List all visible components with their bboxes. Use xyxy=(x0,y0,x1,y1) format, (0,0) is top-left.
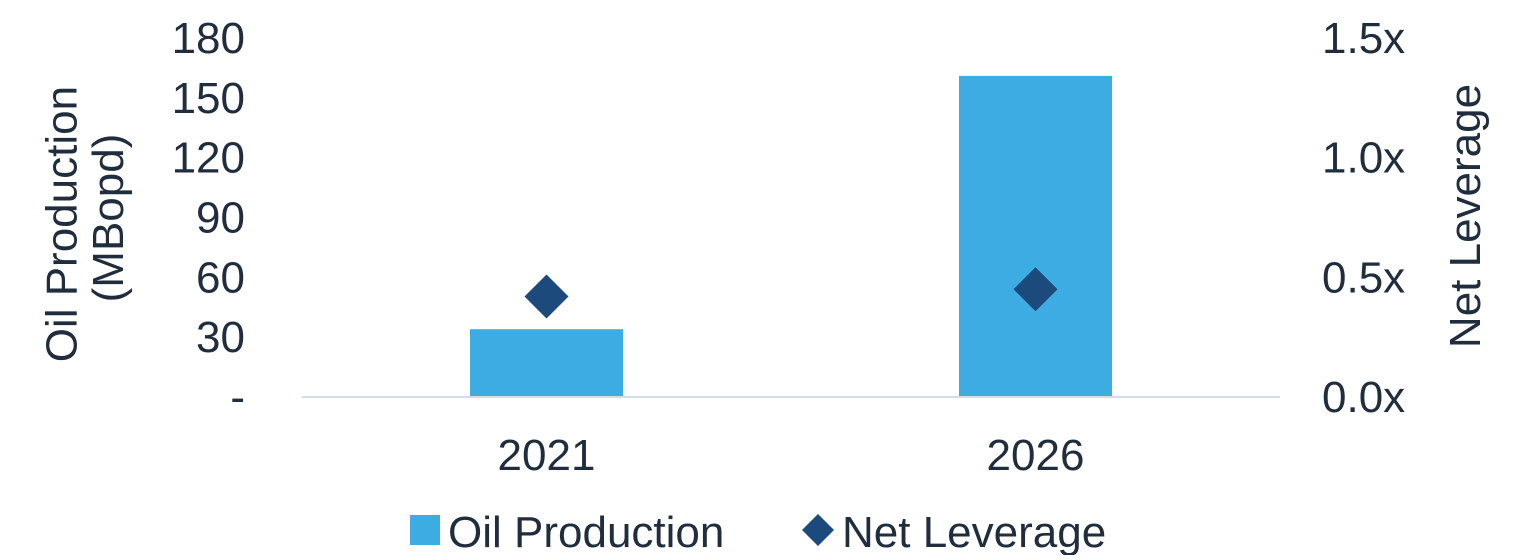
marker-series xyxy=(524,267,1058,319)
left-axis-title-line2: (MBopd) xyxy=(84,134,133,303)
left-tick-label: 120 xyxy=(172,134,245,183)
legend-label-oil-production: Oil Production xyxy=(448,508,724,555)
x-tick-label: 2021 xyxy=(498,431,596,480)
x-tick-label: 2026 xyxy=(987,431,1085,480)
legend: Oil Production Net Leverage xyxy=(410,508,1106,557)
x-axis-ticks: 2021 2026 xyxy=(498,431,1085,480)
left-tick-label: 150 xyxy=(172,74,245,123)
left-tick-label: 30 xyxy=(196,313,245,362)
left-tick-label: 90 xyxy=(196,194,245,243)
marker-net-leverage-2026 xyxy=(1013,267,1058,312)
right-tick-label: 1.5x xyxy=(1322,14,1405,63)
marker-net-leverage-2021 xyxy=(524,274,569,319)
left-axis-title: Oil Production (MBopd) xyxy=(38,74,133,363)
right-tick-label: 1.0x xyxy=(1322,134,1405,183)
left-tick-label: 180 xyxy=(172,14,245,63)
legend-marker-net-leverage xyxy=(802,514,834,546)
bar-series xyxy=(470,75,1112,398)
legend-label-net-leverage: Net Leverage xyxy=(842,508,1106,555)
left-tick-label: 60 xyxy=(196,253,245,302)
legend-swatch-oil-production xyxy=(410,515,440,545)
right-tick-label: 0.0x xyxy=(1322,373,1405,422)
bar-oil-production-2026 xyxy=(959,75,1112,398)
right-axis-ticks: 0.0x 0.5x 1.0x 1.5x xyxy=(1322,14,1405,422)
left-axis-title-line1: Oil Production xyxy=(38,86,87,362)
bar-oil-production-2021 xyxy=(470,329,623,397)
right-tick-label: 0.5x xyxy=(1322,253,1405,302)
left-axis-ticks: - 30 60 90 120 150 180 xyxy=(172,14,245,422)
left-tick-label: - xyxy=(230,373,245,422)
right-axis-title: Net Leverage xyxy=(1441,84,1490,348)
